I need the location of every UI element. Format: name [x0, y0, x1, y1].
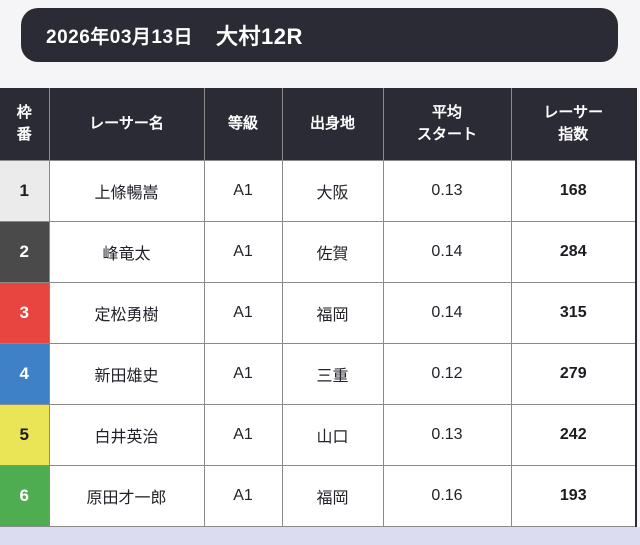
racer-table: 枠 番 レーサー名 等級 出身地 平均 スタート レーサー 指数 1 上條暢嵩 …	[0, 88, 637, 527]
class-cell: A1	[203, 343, 283, 405]
table-row: 4 新田雄史 A1 三重 0.12 279	[0, 343, 637, 405]
col-header-racer-name: レーサー名	[48, 88, 205, 161]
racer-name-cell: 定松勇樹	[48, 282, 205, 344]
frame-number-cell: 6	[0, 465, 50, 527]
racer-index-cell: 315	[510, 282, 637, 344]
origin-cell: 三重	[281, 343, 384, 405]
avg-start-cell: 0.13	[382, 404, 512, 466]
footer-strip	[0, 527, 640, 545]
frame-number-cell: 2	[0, 221, 50, 283]
race-name: 大村12R	[216, 24, 303, 49]
avg-start-cell: 0.14	[382, 221, 512, 283]
racer-name-cell: 上條暢嵩	[48, 160, 205, 222]
origin-cell: 大阪	[281, 160, 384, 222]
table-row: 6 原田才一郎 A1 福岡 0.16 193	[0, 465, 637, 527]
origin-cell: 山口	[281, 404, 384, 466]
table-row: 1 上條暢嵩 A1 大阪 0.13 168	[0, 160, 637, 222]
table-row: 5 白井英治 A1 山口 0.13 242	[0, 404, 637, 466]
racer-index-cell: 168	[510, 160, 637, 222]
racer-name-cell: 原田才一郎	[48, 465, 205, 527]
col-header-avg-start: 平均 スタート	[382, 88, 512, 161]
frame-number-cell: 1	[0, 160, 50, 222]
racer-index-cell: 242	[510, 404, 637, 466]
col-header-class: 等級	[203, 88, 283, 161]
table-header-row: 枠 番 レーサー名 等級 出身地 平均 スタート レーサー 指数	[0, 88, 637, 161]
avg-start-cell: 0.12	[382, 343, 512, 405]
table-row: 2 峰竜太 A1 佐賀 0.14 284	[0, 221, 637, 283]
racer-name-cell: 峰竜太	[48, 221, 205, 283]
racer-index-cell: 193	[510, 465, 637, 527]
racer-index-cell: 279	[510, 343, 637, 405]
origin-cell: 福岡	[281, 282, 384, 344]
racer-name-cell: 白井英治	[48, 404, 205, 466]
class-cell: A1	[203, 282, 283, 344]
frame-number-cell: 3	[0, 282, 50, 344]
race-date: 2026年03月13日	[46, 26, 194, 48]
racer-name-cell: 新田雄史	[48, 343, 205, 405]
class-cell: A1	[203, 160, 283, 222]
col-header-frame: 枠 番	[0, 88, 50, 161]
origin-cell: 福岡	[281, 465, 384, 527]
col-header-origin: 出身地	[281, 88, 384, 161]
table-row: 3 定松勇樹 A1 福岡 0.14 315	[0, 282, 637, 344]
racer-index-cell: 284	[510, 221, 637, 283]
origin-cell: 佐賀	[281, 221, 384, 283]
frame-number-cell: 4	[0, 343, 50, 405]
class-cell: A1	[203, 465, 283, 527]
race-title-bar: 2026年03月13日 大村12R	[21, 8, 618, 62]
racer-table-wrap: 枠 番 レーサー名 等級 出身地 平均 スタート レーサー 指数 1 上條暢嵩 …	[0, 88, 640, 527]
avg-start-cell: 0.14	[382, 282, 512, 344]
top-area: 2026年03月13日 大村12R	[0, 0, 640, 88]
avg-start-cell: 0.16	[382, 465, 512, 527]
class-cell: A1	[203, 221, 283, 283]
avg-start-cell: 0.13	[382, 160, 512, 222]
col-header-racer-index: レーサー 指数	[510, 88, 637, 161]
frame-number-cell: 5	[0, 404, 50, 466]
class-cell: A1	[203, 404, 283, 466]
